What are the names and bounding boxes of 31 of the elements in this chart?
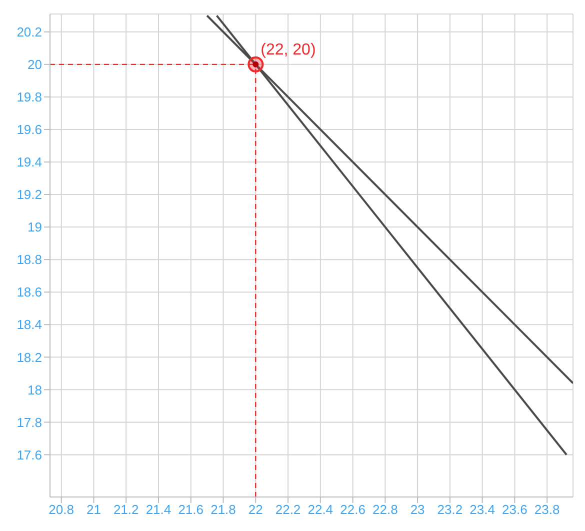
x-tick-label: 21.6 <box>178 502 204 518</box>
y-tick-label: 19 <box>28 220 42 235</box>
x-tick-label: 20.8 <box>48 502 74 518</box>
x-tick-label: 22.4 <box>308 502 334 518</box>
y-tick-label: 19.4 <box>16 154 42 170</box>
x-tick-label: 21 <box>86 502 101 518</box>
y-tick-label: 20 <box>28 57 42 72</box>
y-tick-label: 19.8 <box>16 90 42 105</box>
x-tick-label: 23.8 <box>534 502 560 518</box>
x-tick-label: 23.4 <box>470 502 495 518</box>
y-tick-label: 18.2 <box>16 350 42 365</box>
x-tick-label: 22.2 <box>275 502 301 518</box>
x-tick-label: 22.6 <box>340 502 366 518</box>
x-tick-label: 23.2 <box>437 502 463 518</box>
x-tick-label: 23 <box>410 502 425 518</box>
annotation: (22, 20) <box>260 41 316 58</box>
x-tick-label: 21.2 <box>113 502 139 518</box>
y-tick-label: 19.2 <box>16 187 42 202</box>
y-tick-label: 19.6 <box>16 122 42 138</box>
y-tick-label: 20.2 <box>16 24 42 40</box>
y-tick-label: 18.6 <box>16 284 42 300</box>
x-tick-label: 21.4 <box>146 502 172 518</box>
y-tick-label: 18.4 <box>16 317 42 332</box>
x-tick-label: 22.8 <box>372 502 398 518</box>
x-tick-label: 21.8 <box>210 502 236 518</box>
x-tick-label: 23.6 <box>502 502 528 518</box>
x-tick-label: 22 <box>248 502 263 518</box>
y-tick-label: 17.8 <box>16 414 42 430</box>
y-tick-label: 18.8 <box>16 252 42 268</box>
y-tick-label: 18 <box>28 382 42 398</box>
y-tick-label: 17.6 <box>16 447 42 462</box>
